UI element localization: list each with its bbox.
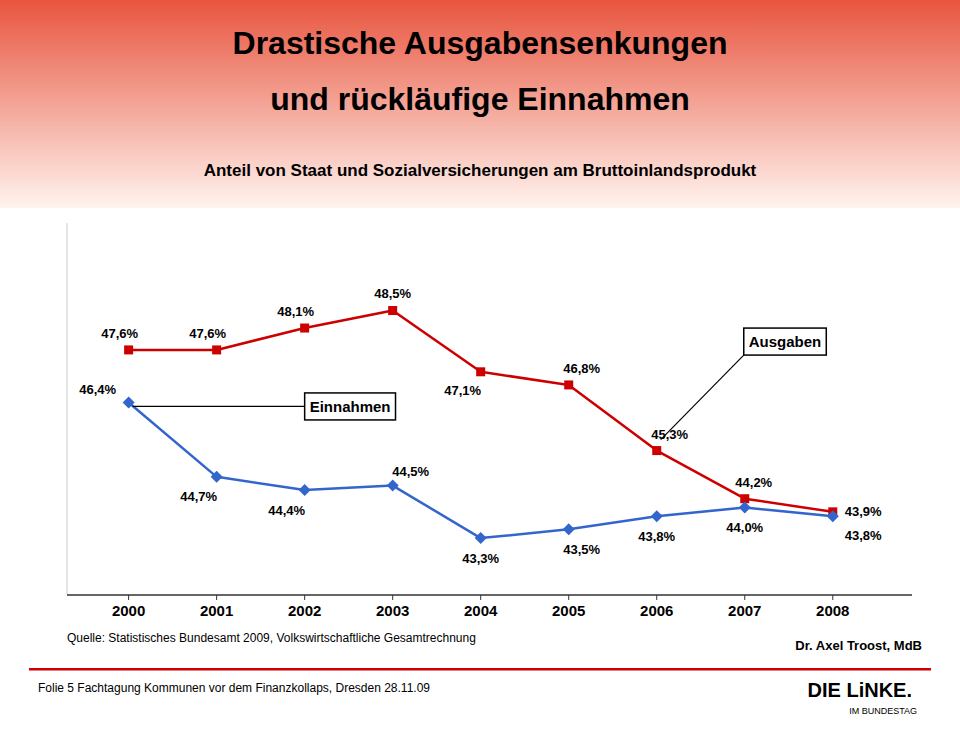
data-label: 47,1% bbox=[444, 383, 481, 398]
x-tick bbox=[568, 595, 569, 600]
marker bbox=[300, 324, 309, 333]
title: und rückläufige Einnahmen bbox=[270, 81, 690, 117]
series-line bbox=[129, 311, 833, 512]
data-label: 43,8% bbox=[638, 529, 675, 544]
x-tick-label: 2008 bbox=[816, 602, 849, 619]
data-label: 48,1% bbox=[277, 304, 314, 319]
data-label: 44,4% bbox=[268, 503, 305, 518]
x-tick bbox=[128, 595, 129, 600]
author-text: Dr. Axel Troost, MdB bbox=[795, 638, 922, 653]
footer-text: Folie 5 Fachtagung Kommunen vor dem Fina… bbox=[38, 681, 430, 695]
source-text: Quelle: Statistisches Bundesamt 2009, Vo… bbox=[67, 631, 476, 645]
marker bbox=[388, 306, 397, 315]
x-tick bbox=[480, 595, 481, 600]
data-labels: 47,6% 47,6% 48,1% 48,5% 47,1% 46,8% 45,3% 44,2%… bbox=[79, 286, 882, 566]
x-tick bbox=[832, 595, 833, 600]
series-name: Einnahmen bbox=[310, 398, 391, 415]
x-axis-line bbox=[67, 594, 912, 596]
x-tick bbox=[744, 595, 745, 600]
data-label: 43,3% bbox=[462, 551, 499, 566]
data-label: 47,6% bbox=[101, 326, 138, 341]
x-tick-label: 2004 bbox=[464, 602, 498, 619]
data-label: 46,4% bbox=[79, 382, 116, 397]
y-axis-line bbox=[67, 223, 68, 595]
marker bbox=[651, 510, 663, 522]
x-tick-label: 2000 bbox=[112, 602, 145, 619]
x-tick-label: 2003 bbox=[376, 602, 409, 619]
marker bbox=[387, 480, 399, 492]
x-tick bbox=[392, 595, 393, 600]
logo-text: DIE LiNKE. bbox=[808, 679, 912, 701]
data-label: 44,7% bbox=[180, 489, 217, 504]
subtitle: Anteil von Staat und Sozialversicherunge… bbox=[204, 161, 757, 180]
marker bbox=[652, 446, 661, 455]
data-label: 44,0% bbox=[726, 520, 763, 535]
marker bbox=[563, 523, 575, 535]
x-tick-label: 2007 bbox=[728, 602, 761, 619]
axes: 2000 2001 2002 2003 2004 2005 2006 2007 2008 bbox=[67, 223, 912, 619]
plot-area bbox=[123, 306, 839, 544]
data-label: 43,9% bbox=[845, 504, 882, 519]
header-background bbox=[0, 0, 960, 208]
marker bbox=[124, 345, 133, 354]
marker bbox=[476, 367, 485, 376]
x-tick bbox=[656, 595, 657, 600]
separator-line bbox=[29, 668, 931, 671]
logo-subtext: IM BUNDESTAG bbox=[849, 706, 917, 716]
data-label: 48,5% bbox=[374, 286, 411, 301]
series-line bbox=[129, 402, 833, 538]
data-label: 44,5% bbox=[392, 464, 429, 479]
data-label: 43,8% bbox=[845, 528, 882, 543]
data-label: 45,3% bbox=[651, 427, 688, 442]
series-name-frame bbox=[305, 393, 396, 420]
connector-line bbox=[661, 355, 744, 440]
data-label: 44,2% bbox=[735, 475, 772, 490]
data-label: 43,5% bbox=[563, 542, 600, 557]
data-label: 47,6% bbox=[189, 326, 226, 341]
x-tick bbox=[304, 595, 305, 600]
series-annotations: Ausgaben Einnahmen bbox=[133, 328, 827, 440]
series-name-box: Einnahmen bbox=[305, 393, 396, 420]
series-name-frame bbox=[744, 328, 827, 355]
marker bbox=[827, 510, 839, 522]
x-tick-label: 2001 bbox=[200, 602, 233, 619]
x-tick bbox=[216, 595, 217, 600]
marker bbox=[739, 501, 751, 513]
x-tick-label: 2005 bbox=[552, 602, 585, 619]
connector-line bbox=[133, 406, 305, 407]
marker bbox=[475, 532, 487, 544]
x-tick-label: 2002 bbox=[288, 602, 321, 619]
title: Drastische Ausgabensenkungen bbox=[233, 25, 728, 61]
data-label: 46,8% bbox=[563, 361, 600, 376]
marker bbox=[211, 471, 223, 483]
marker bbox=[212, 345, 221, 354]
marker bbox=[564, 380, 573, 389]
series-name-box: Ausgaben bbox=[744, 328, 827, 355]
x-tick-label: 2006 bbox=[640, 602, 673, 619]
series-name: Ausgaben bbox=[749, 333, 822, 350]
marker bbox=[299, 484, 311, 496]
